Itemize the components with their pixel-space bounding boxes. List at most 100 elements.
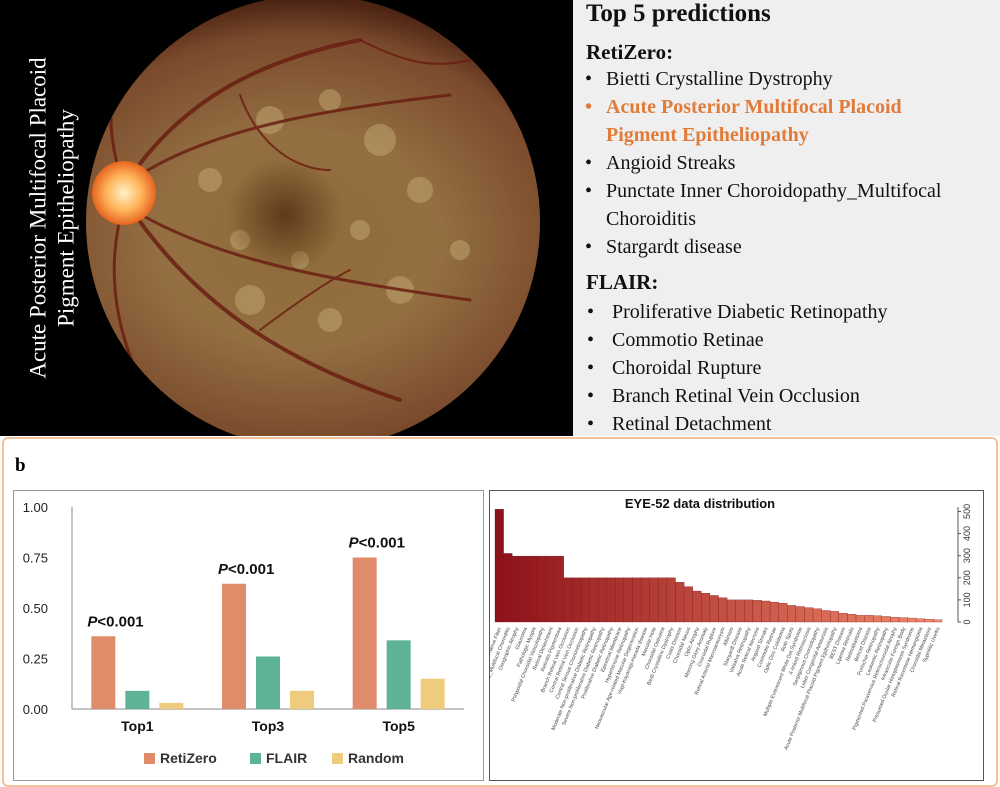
retizero-prediction-2: • Acute Posterior Multifocal Placoid Pigme… xyxy=(573,93,941,149)
x-tick-label: Top3 xyxy=(252,718,285,734)
distribution-bar xyxy=(675,582,685,623)
retizero-prediction-3: • Angioid Streaks xyxy=(573,149,941,177)
distribution-bar xyxy=(580,577,590,623)
flair-prediction-5: • Retinal Detachment xyxy=(573,410,887,438)
y-tick-label: 0 xyxy=(962,619,972,624)
predictions-title: Top 5 predictions xyxy=(586,0,771,27)
bullet: • xyxy=(587,357,595,379)
flair-prediction-3: • Choroidal Rupture xyxy=(573,354,887,382)
fundus-panel: Acute Posterior Multifocal Placoid Pigme… xyxy=(0,0,573,436)
bullet: • xyxy=(587,329,595,351)
distribution-bar xyxy=(890,616,900,623)
flair-heading: FLAIR: xyxy=(586,270,659,294)
distribution-bar xyxy=(795,606,805,623)
distribution-bar xyxy=(838,613,848,623)
distribution-bar xyxy=(709,595,719,623)
distribution-bar xyxy=(864,615,874,623)
distribution-bar xyxy=(649,577,659,623)
distribution-bar xyxy=(589,577,599,623)
flair-prediction-4: • Branch Retinal Vein Occlusion xyxy=(573,382,887,410)
flair-prediction-1: • Proliferative Diabetic Retinopathy xyxy=(573,298,887,326)
bullet: • xyxy=(585,152,593,174)
retizero-prediction-5: • Stargardt disease xyxy=(573,233,941,261)
bar-random-top3 xyxy=(290,690,314,709)
legend-label-flair: FLAIR xyxy=(266,750,307,766)
legend-label-retizero: RetiZero xyxy=(160,750,217,766)
distribution-bar xyxy=(503,553,513,623)
y-tick-label: 1.00 xyxy=(23,500,48,515)
legend-label-random: Random xyxy=(348,750,404,766)
distribution-bar xyxy=(658,577,668,623)
fundus-diagnosis-label: Acute Posterior Multifocal Placoid Pigme… xyxy=(8,0,98,436)
p-value-annotation: P<0.001 xyxy=(349,535,405,552)
y-tick-label: 400 xyxy=(962,526,972,541)
legend-swatch-flair xyxy=(250,753,261,764)
x-tick-label: Top5 xyxy=(382,718,415,734)
bar-flair-top5 xyxy=(386,640,411,709)
distribution-bar xyxy=(761,600,771,623)
distribution-bar xyxy=(830,611,839,623)
distribution-bar xyxy=(744,599,754,623)
bullet: • xyxy=(585,180,593,202)
distribution-bar xyxy=(572,577,582,623)
distribution-bar xyxy=(563,577,573,623)
flair-prediction-list: • Proliferative Diabetic Retinopathy • Com… xyxy=(573,298,887,438)
x-tick-label: Top1 xyxy=(121,718,154,734)
distribution-bar xyxy=(640,577,650,623)
distribution-bar xyxy=(873,615,882,623)
distribution-bar xyxy=(701,593,711,623)
distribution-bar xyxy=(537,555,547,623)
bullet: • xyxy=(587,301,595,323)
y-tick-label: 0.25 xyxy=(23,652,48,667)
distribution-bar xyxy=(787,605,797,623)
distribution-bar xyxy=(606,577,616,623)
distribution-bar xyxy=(898,617,908,623)
distribution-bar xyxy=(804,607,814,623)
distribution-bar xyxy=(632,577,642,623)
p-value-annotation: P<0.001 xyxy=(218,561,274,578)
panel-b-label: b xyxy=(15,455,26,476)
bar-flair-top3 xyxy=(256,656,280,709)
fundus-label-line1: Acute Posterior Multifocal Placoid xyxy=(26,57,52,379)
topk-accuracy-svg: 0.00 0.25 0.50 0.75 1.00 Top1 P<0.001 Top3 P<0.0… xyxy=(23,500,464,766)
distribution-bar xyxy=(666,577,676,623)
bar-retizero-top3 xyxy=(222,583,246,709)
bar-retizero-top5 xyxy=(352,557,377,709)
retizero-prediction-4: • Punctate Inner Choroidopathy_Multifocal… xyxy=(573,177,941,233)
distribution-bar xyxy=(726,599,736,623)
distribution-bar xyxy=(615,577,625,623)
topk-accuracy-chart: 0.00 0.25 0.50 0.75 1.00 Top1 P<0.001 Top3 P<0.0… xyxy=(13,490,484,781)
distribution-bar xyxy=(546,555,556,623)
distribution-bar xyxy=(855,615,865,623)
y-tick-label: 500 xyxy=(962,504,972,519)
distribution-bar xyxy=(718,597,728,623)
distribution-bar xyxy=(555,555,564,623)
distribution-bar xyxy=(778,603,788,623)
distribution-bar xyxy=(623,577,633,623)
distribution-bar xyxy=(916,618,925,623)
fundus-image xyxy=(86,0,540,436)
fundus-label-line2: Pigment Epitheliopathy xyxy=(54,109,80,327)
bar-random-top1 xyxy=(159,702,184,709)
eye52-distribution-chart: EYE-52 data distribution 0 100 200 300 400 500… xyxy=(461,490,984,781)
bullet: • xyxy=(585,68,593,90)
y-tick-label: 0.75 xyxy=(23,551,48,566)
distribution-bar xyxy=(494,509,504,623)
distribution-bar xyxy=(512,555,521,623)
y-tick-label: 100 xyxy=(962,592,972,607)
distribution-bar xyxy=(735,599,745,623)
bullet: • xyxy=(587,413,595,435)
y-tick-label: 0.00 xyxy=(23,702,48,717)
distribution-bar xyxy=(598,577,607,623)
distribution-bar xyxy=(907,617,917,623)
legend-swatch-random xyxy=(332,753,343,764)
predictions-panel: Top 5 predictions RetiZero: • Bietti Crys… xyxy=(573,0,1000,436)
distribution-bar xyxy=(769,601,779,623)
bullet: • xyxy=(585,96,593,118)
retizero-heading: RetiZero: xyxy=(586,40,674,64)
bar-retizero-top1 xyxy=(91,636,116,709)
bullet: • xyxy=(585,236,593,258)
distribution-bar xyxy=(933,619,943,623)
y-tick-label: 0.50 xyxy=(23,601,48,616)
eye52-distribution-svg: EYE-52 data distribution 0 100 200 300 400 500… xyxy=(461,496,972,751)
